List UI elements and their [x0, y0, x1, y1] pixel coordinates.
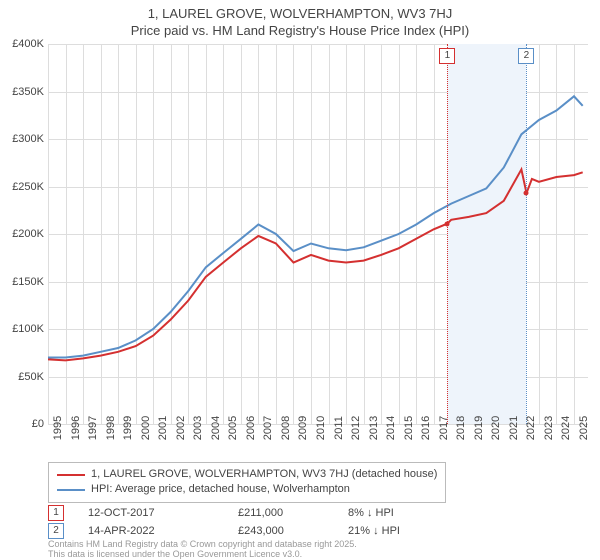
sale-row: 2 14-APR-2022 £243,000 21% ↓ HPI [48, 522, 468, 540]
ytick-label: £100K [12, 323, 44, 335]
chart-title-line1: 1, LAUREL GROVE, WOLVERHAMPTON, WV3 7HJ [0, 0, 600, 23]
xtick-label: 2004 [210, 416, 222, 440]
series-blue [48, 96, 583, 357]
xtick-label: 2014 [385, 416, 397, 440]
xtick-label: 2020 [490, 416, 502, 440]
xtick-label: 1995 [52, 416, 64, 440]
sale-pct: 8% ↓ HPI [348, 507, 468, 519]
xtick-label: 2019 [473, 416, 485, 440]
legend-label: 1, LAUREL GROVE, WOLVERHAMPTON, WV3 7HJ … [91, 467, 437, 482]
sale-date: 12-OCT-2017 [88, 507, 238, 519]
ytick-label: £50K [18, 371, 44, 383]
xtick-label: 1999 [122, 416, 134, 440]
sale-marker: 1 [48, 505, 64, 521]
footer: Contains HM Land Registry data © Crown c… [48, 540, 357, 560]
xtick-label: 2010 [315, 416, 327, 440]
legend-item: HPI: Average price, detached house, Wolv… [57, 482, 437, 497]
xtick-label: 1998 [105, 416, 117, 440]
ytick-label: £400K [12, 38, 44, 50]
xtick-label: 2007 [262, 416, 274, 440]
xtick-label: 2003 [192, 416, 204, 440]
xtick-label: 2016 [420, 416, 432, 440]
plot-area [48, 44, 588, 424]
event-vline [447, 44, 448, 424]
xtick-label: 2011 [333, 416, 345, 440]
footer-line2: This data is licensed under the Open Gov… [48, 550, 357, 560]
legend-label: HPI: Average price, detached house, Wolv… [91, 482, 350, 497]
xtick-label: 2023 [543, 416, 555, 440]
xtick-label: 2000 [140, 416, 152, 440]
xtick-label: 2012 [350, 416, 362, 440]
legend-swatch [57, 489, 85, 491]
xtick-label: 2022 [525, 416, 537, 440]
ytick-label: £300K [12, 133, 44, 145]
chart-container: 1, LAUREL GROVE, WOLVERHAMPTON, WV3 7HJ … [0, 0, 600, 560]
event-marker: 1 [439, 48, 455, 64]
event-marker: 2 [518, 48, 534, 64]
plot-svg [48, 44, 588, 424]
xtick-label: 2017 [438, 416, 450, 440]
event-vline [526, 44, 527, 424]
ytick-label: £0 [32, 418, 44, 430]
sale-price: £243,000 [238, 525, 348, 537]
sale-marker: 2 [48, 523, 64, 539]
xtick-label: 2009 [297, 416, 309, 440]
sale-date: 14-APR-2022 [88, 525, 238, 537]
ytick-label: £200K [12, 228, 44, 240]
sale-point [524, 191, 529, 196]
xtick-label: 1996 [70, 416, 82, 440]
xtick-label: 2015 [403, 416, 415, 440]
chart-title-line2: Price paid vs. HM Land Registry's House … [0, 23, 600, 40]
sale-pct: 21% ↓ HPI [348, 525, 468, 537]
xtick-label: 2024 [560, 416, 572, 440]
ytick-label: £250K [12, 181, 44, 193]
xtick-label: 1997 [87, 416, 99, 440]
xtick-label: 2008 [280, 416, 292, 440]
xtick-label: 2018 [455, 416, 467, 440]
sale-row: 1 12-OCT-2017 £211,000 8% ↓ HPI [48, 504, 468, 522]
xtick-label: 2006 [245, 416, 257, 440]
sale-price: £211,000 [238, 507, 348, 519]
xtick-label: 2013 [368, 416, 380, 440]
ytick-label: £150K [12, 276, 44, 288]
sale-point [445, 221, 450, 226]
legend-swatch [57, 474, 85, 476]
xtick-label: 2005 [227, 416, 239, 440]
xtick-label: 2001 [157, 416, 169, 440]
legend: 1, LAUREL GROVE, WOLVERHAMPTON, WV3 7HJ … [48, 462, 446, 503]
series-red [48, 169, 583, 360]
xtick-label: 2025 [578, 416, 590, 440]
xtick-label: 2002 [175, 416, 187, 440]
ytick-label: £350K [12, 86, 44, 98]
sales-table: 1 12-OCT-2017 £211,000 8% ↓ HPI 2 14-APR… [48, 504, 468, 540]
xtick-label: 2021 [508, 416, 520, 440]
legend-item: 1, LAUREL GROVE, WOLVERHAMPTON, WV3 7HJ … [57, 467, 437, 482]
